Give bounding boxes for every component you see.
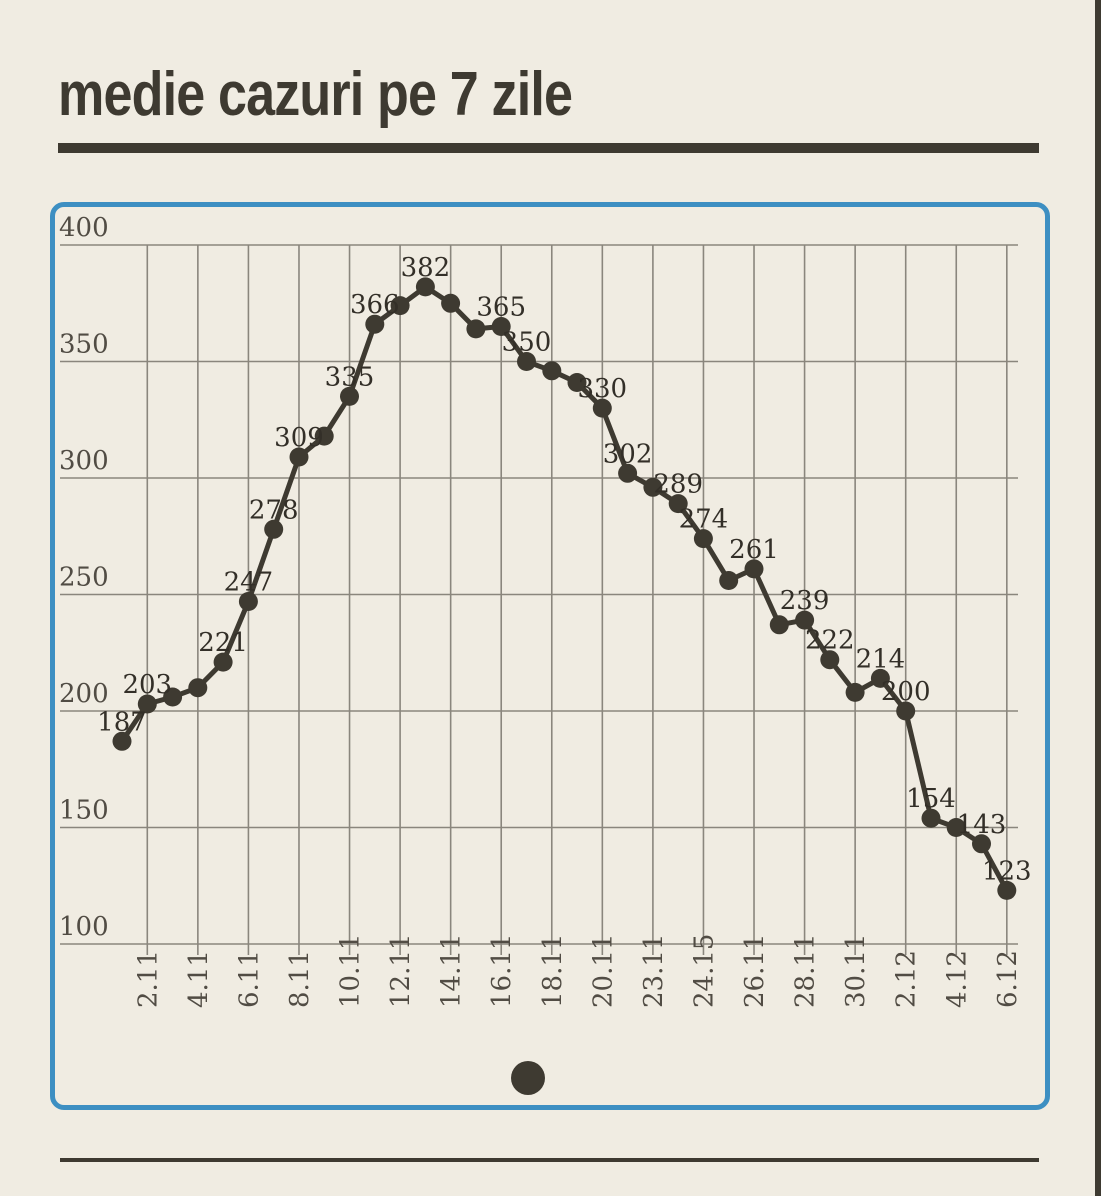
svg-text:200: 200 bbox=[881, 677, 931, 707]
svg-text:366: 366 bbox=[350, 290, 400, 320]
svg-text:382: 382 bbox=[401, 253, 451, 283]
svg-text:143: 143 bbox=[957, 810, 1007, 840]
svg-text:6.11: 6.11 bbox=[234, 950, 264, 1008]
svg-text:302: 302 bbox=[603, 439, 653, 469]
svg-text:28.11: 28.11 bbox=[791, 934, 821, 1008]
svg-text:12.11: 12.11 bbox=[386, 934, 416, 1008]
svg-text:274: 274 bbox=[679, 505, 729, 535]
x-axis-labels: 2.11 4.11 6.11 8.11 10.11 12.11 14.11 16.11 18.1… bbox=[133, 934, 1023, 1008]
line-chart: 400 350 300 250 200 150 100 2.11 4.11 6.11 8.11 10.… bbox=[59, 213, 1032, 1008]
svg-text:14.11: 14.11 bbox=[437, 934, 467, 1008]
svg-text:100: 100 bbox=[59, 912, 109, 942]
svg-text:365: 365 bbox=[476, 293, 526, 323]
svg-text:154: 154 bbox=[906, 784, 956, 814]
svg-text:250: 250 bbox=[59, 563, 109, 593]
svg-text:400: 400 bbox=[59, 213, 109, 243]
pagination-dot[interactable] bbox=[511, 1061, 545, 1095]
svg-text:278: 278 bbox=[249, 495, 299, 525]
svg-text:18.11: 18.11 bbox=[538, 934, 568, 1008]
svg-text:26.11: 26.11 bbox=[740, 934, 770, 1008]
svg-text:261: 261 bbox=[729, 535, 779, 565]
svg-text:200: 200 bbox=[59, 679, 109, 709]
svg-text:300: 300 bbox=[59, 446, 109, 476]
footer-rule bbox=[60, 1158, 1039, 1162]
y-axis-labels: 400 350 300 250 200 150 100 bbox=[59, 213, 109, 942]
svg-text:4.11: 4.11 bbox=[184, 950, 214, 1008]
svg-text:330: 330 bbox=[577, 374, 627, 404]
svg-text:350: 350 bbox=[59, 330, 109, 360]
svg-text:23.11: 23.11 bbox=[639, 934, 669, 1008]
chart-title: medie cazuri pe 7 zile bbox=[58, 60, 573, 129]
svg-text:2.11: 2.11 bbox=[133, 950, 163, 1008]
svg-text:222: 222 bbox=[805, 626, 855, 656]
svg-text:289: 289 bbox=[653, 470, 703, 500]
svg-text:30.11: 30.11 bbox=[841, 934, 871, 1008]
svg-text:16.11: 16.11 bbox=[487, 934, 517, 1008]
svg-text:247: 247 bbox=[224, 568, 274, 598]
svg-text:4.12: 4.12 bbox=[942, 950, 972, 1008]
svg-text:350: 350 bbox=[502, 328, 552, 358]
svg-text:309: 309 bbox=[274, 423, 324, 453]
chart-card bbox=[50, 202, 1050, 1110]
svg-text:187: 187 bbox=[97, 707, 147, 737]
svg-text:10.11: 10.11 bbox=[336, 934, 366, 1008]
svg-text:6.12: 6.12 bbox=[993, 950, 1023, 1008]
svg-text:335: 335 bbox=[325, 362, 375, 392]
point-value-labels: 1872032212472783093353663823653503303022… bbox=[97, 253, 1031, 887]
svg-text:24.15: 24.15 bbox=[689, 934, 719, 1008]
series-points bbox=[112, 277, 1017, 900]
svg-text:123: 123 bbox=[982, 856, 1032, 886]
svg-text:239: 239 bbox=[780, 586, 830, 616]
svg-text:221: 221 bbox=[198, 628, 248, 658]
svg-text:150: 150 bbox=[59, 796, 109, 826]
svg-text:203: 203 bbox=[122, 670, 172, 700]
svg-text:8.11: 8.11 bbox=[285, 950, 315, 1008]
svg-text:20.11: 20.11 bbox=[588, 934, 618, 1008]
svg-text:2.12: 2.12 bbox=[892, 950, 922, 1008]
svg-text:214: 214 bbox=[856, 644, 906, 674]
title-rule bbox=[58, 143, 1039, 153]
right-edge-bar bbox=[1095, 0, 1101, 1196]
